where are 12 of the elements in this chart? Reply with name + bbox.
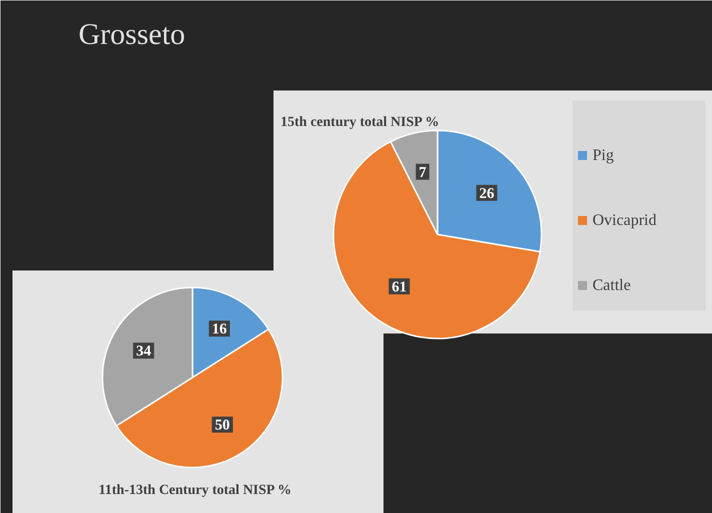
data-label: 34 xyxy=(136,344,152,360)
data-label: 16 xyxy=(212,322,228,338)
legend-label: Cattle xyxy=(592,277,631,294)
text: 15th century total NISP % xyxy=(280,115,440,130)
data-label: 7 xyxy=(418,164,427,181)
legend-label: Ovicaprid xyxy=(592,212,656,229)
text: 11th-13th Century total NISP % xyxy=(98,483,292,498)
data-label: 26 xyxy=(479,186,495,202)
data-label: 50 xyxy=(214,418,230,434)
legend-label: Pig xyxy=(592,147,614,164)
text: Grosseto xyxy=(78,18,186,51)
data-label: 61 xyxy=(392,279,407,296)
